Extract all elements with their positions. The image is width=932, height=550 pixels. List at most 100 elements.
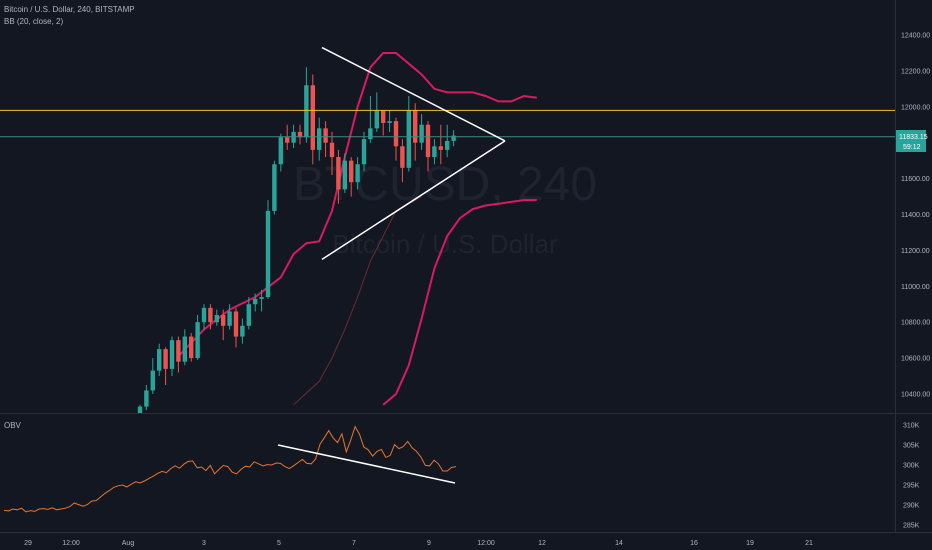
obv-axis[interactable]: 310K 305K 300K 295K 290K 285K	[903, 423, 920, 530]
candle-body	[157, 349, 162, 371]
candle-body	[233, 311, 239, 337]
candle-body	[253, 298, 258, 305]
candle-body	[310, 85, 315, 150]
obv-tick-label: 295K	[903, 483, 920, 490]
last-price-countdown: 59:12	[903, 144, 921, 151]
time-tick-label: 12:00	[477, 540, 495, 547]
candle-body	[393, 121, 399, 147]
time-tick-label: 29	[24, 540, 32, 547]
last-price-label: 11833.15 59:12	[896, 130, 928, 152]
symbol-title[interactable]: Bitcoin / U.S. Dollar, 240, BITSTAMP	[4, 5, 135, 14]
price-tick-label: 11600.00	[901, 176, 930, 183]
candle-body	[406, 110, 411, 168]
candle-body	[451, 135, 456, 141]
candle-body	[297, 131, 303, 138]
triangle-lower-trendline	[321, 140, 506, 261]
price-tick-label: 11200.00	[901, 248, 930, 255]
price-tick-label: 10400.00	[901, 392, 930, 399]
candle-body	[246, 304, 251, 326]
obv-indicator	[3, 425, 457, 513]
obv-tick-label: 310K	[903, 423, 920, 430]
candle-body	[176, 340, 181, 362]
candle-body	[304, 85, 309, 138]
candle-body	[438, 146, 443, 150]
candle-body	[163, 349, 168, 369]
obv-tick-label: 290K	[903, 503, 920, 510]
obv-tick-label: 285K	[903, 523, 920, 530]
candle-body	[169, 340, 175, 369]
candle-body	[182, 336, 187, 362]
time-axis[interactable]: 29 12:00 Aug 3 5 7 9 12:00 12 14 16 19 21	[24, 540, 813, 547]
candle-body	[317, 128, 322, 150]
candle-body	[445, 140, 450, 150]
time-tick-label: 14	[615, 540, 623, 547]
candle-body	[387, 121, 392, 123]
candle-body	[201, 307, 207, 323]
last-price-box	[896, 130, 926, 152]
price-tick-label: 11400.00	[901, 212, 930, 219]
price-tick-label: 11000.00	[901, 284, 930, 291]
time-tick-label: 19	[746, 540, 754, 547]
bb-upper-band	[177, 52, 537, 357]
candle-body	[381, 110, 386, 123]
time-tick-label: 12:00	[62, 540, 80, 547]
candle-body	[221, 315, 226, 326]
price-tick-label: 10800.00	[901, 320, 930, 327]
triangle-upper-trendline	[321, 46, 506, 142]
candle-body	[323, 128, 328, 143]
candle-body	[278, 137, 283, 165]
candle-body	[413, 110, 418, 143]
candle-body	[265, 210, 271, 298]
price-axis[interactable]: 12400.00 12200.00 12000.00 11600.00 11400.00…	[901, 33, 930, 399]
obv-trendline	[277, 444, 456, 484]
candle-body	[336, 157, 341, 190]
candle-body	[291, 131, 296, 143]
candle-body	[259, 297, 264, 299]
time-tick-label: 3	[202, 540, 206, 547]
candle-body	[227, 311, 232, 326]
candle-body	[240, 325, 245, 337]
bollinger-bands	[177, 52, 537, 406]
candle-body	[432, 146, 437, 158]
time-tick-label: 16	[690, 540, 698, 547]
price-tick-label: 12200.00	[901, 68, 930, 75]
bb-indicator-label[interactable]: BB (20, close, 2)	[4, 17, 64, 26]
bb-basis-line	[293, 196, 422, 406]
time-tick-label: 7	[352, 540, 356, 547]
trendlines	[321, 46, 506, 261]
time-tick-label: 9	[427, 540, 431, 547]
candle-body	[137, 406, 143, 413]
time-tick-label: 12	[538, 540, 546, 547]
price-tick-label: 12000.00	[901, 104, 930, 111]
time-tick-label: 21	[805, 540, 813, 547]
candle-body	[342, 160, 347, 190]
candle-body	[368, 128, 373, 140]
candle-body	[355, 164, 360, 183]
candle-body	[214, 315, 219, 323]
price-tick-label: 12400.00	[901, 33, 930, 40]
candle-body	[272, 164, 277, 211]
candle-body	[329, 142, 335, 158]
obv-indicator-label[interactable]: OBV	[4, 421, 21, 430]
candle-body	[285, 137, 290, 143]
price-candles	[137, 67, 456, 413]
candle-body	[425, 124, 431, 158]
candle-body	[349, 160, 354, 183]
time-tick-label: Aug	[122, 540, 135, 547]
price-tick-label: 10600.00	[901, 356, 930, 363]
candle-body	[189, 336, 194, 359]
obv-line	[3, 425, 457, 513]
candle-body	[361, 139, 367, 165]
obv-tick-label: 300K	[903, 463, 920, 470]
candle-body	[374, 110, 379, 129]
obv-tick-label: 305K	[903, 443, 920, 450]
last-price-value: 11833.15	[899, 134, 928, 141]
horizontal-levels	[0, 109, 895, 138]
candle-body	[208, 307, 213, 323]
bb-lower-band	[382, 199, 537, 406]
candle-body	[150, 370, 155, 391]
time-tick-label: 5	[277, 540, 281, 547]
candle-body	[400, 146, 405, 168]
candle-body	[144, 390, 149, 407]
